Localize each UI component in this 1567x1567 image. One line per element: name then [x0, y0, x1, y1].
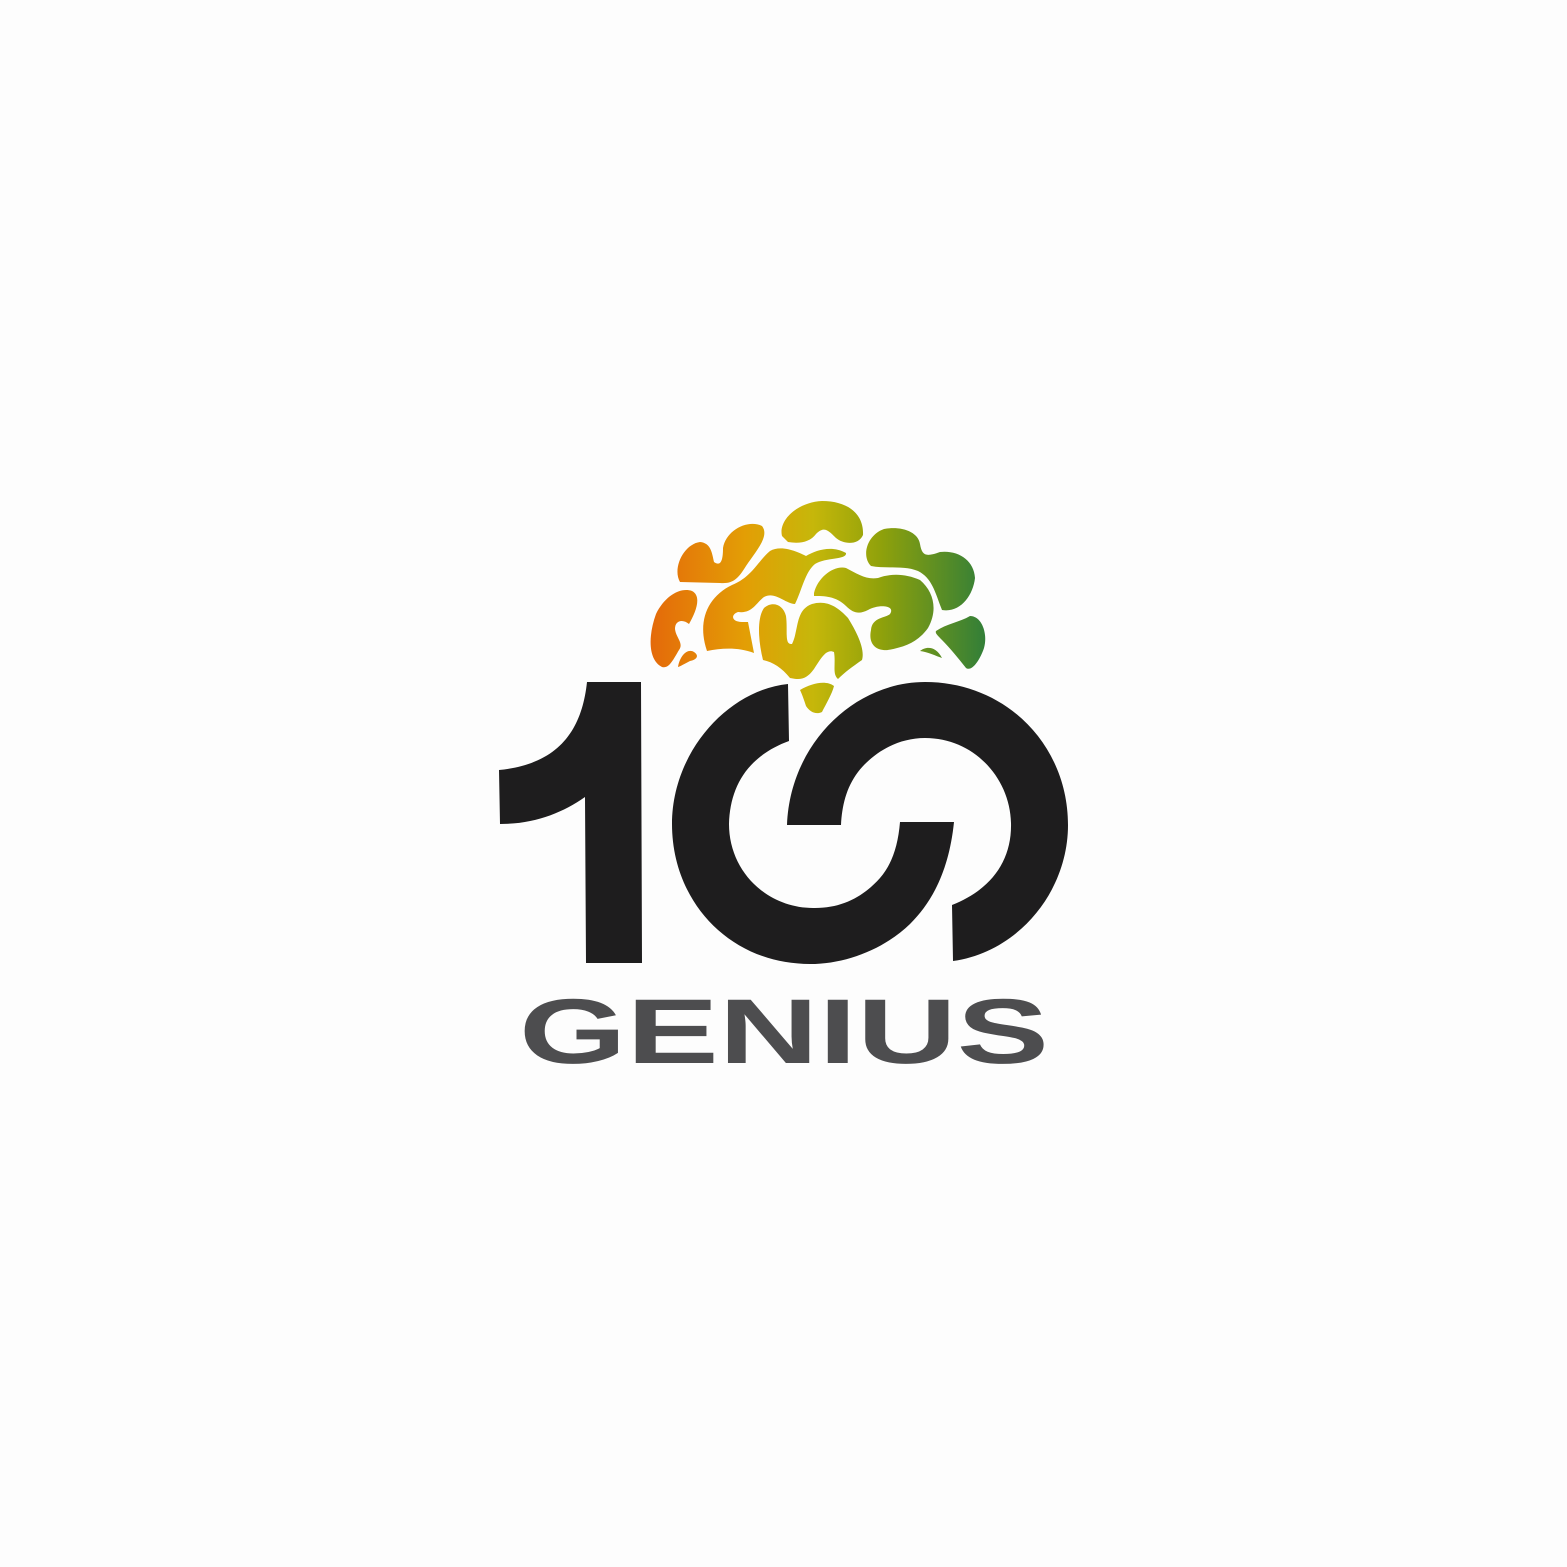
wordmark: GENIUS	[519, 981, 1049, 1083]
digit-zero-first	[672, 684, 954, 964]
digit-one	[499, 682, 642, 963]
brain-icon	[650, 501, 986, 714]
digit-zero-second	[787, 682, 1068, 961]
number-100	[499, 682, 1068, 964]
